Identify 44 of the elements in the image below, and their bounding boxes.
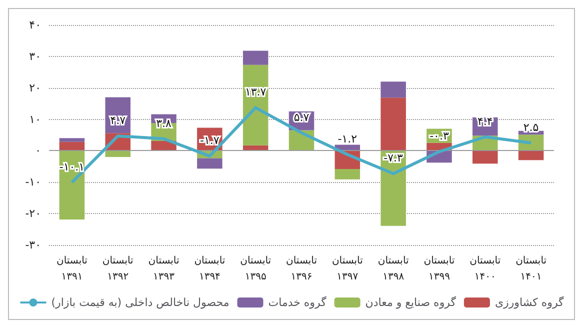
data-label: -۱۰.۱ (59, 160, 85, 174)
x-tick-label: تابستان ۱۴۰۱ (516, 256, 547, 282)
data-label: -۰.۳ (430, 130, 449, 143)
bar (518, 150, 544, 160)
bar (334, 168, 360, 180)
bar (59, 138, 85, 142)
x-tick-label: تابستان ۱۳۹۷ (332, 256, 364, 282)
bar (380, 98, 406, 151)
x-tick-label: تابستان ۱۳۹۲ (102, 256, 134, 282)
x-tick-label: تابستان ۱۳۹۸ (378, 256, 409, 282)
data-label: ۱۳.۷ (244, 86, 266, 99)
legend-label: گروه خدمات (268, 296, 328, 309)
data-label: ۳.۸ (156, 116, 172, 130)
y-tick-label: ۰ (35, 144, 41, 158)
x-tick-label: تابستان ۱۳۹۴ (194, 256, 226, 282)
data-label: -۱.۲ (338, 132, 358, 146)
bar (472, 150, 498, 164)
x-tick-label: تابستان ۱۳۹۱ (56, 256, 88, 282)
data-label: ۴.۷ (110, 114, 126, 127)
y-tick-label: ۲۰ (29, 81, 41, 94)
legend-label: محصول ناخالص داخلی (به قیمت بازار) (51, 296, 230, 309)
legend-label: گروه صنایع و معادن (365, 296, 457, 309)
bar (380, 82, 406, 98)
data-label: -۷.۳ (384, 152, 404, 165)
bar (59, 142, 85, 151)
y-tick-label: ۱۰ (29, 112, 41, 126)
x-tick-label: تابستان ۱۳۹۶ (286, 256, 318, 282)
bar (242, 50, 268, 65)
y-tick-label: -۱۰ (25, 176, 41, 189)
x-tick-label: تابستان ۱۴۰۰ (470, 256, 501, 282)
y-tick-label: ۳۰ (29, 50, 41, 63)
bar (197, 158, 222, 169)
data-label: -۱.۷ (200, 134, 220, 148)
bar (105, 150, 130, 157)
legend-label: گروه کشاورزی (494, 296, 565, 309)
x-tick-label: تابستان ۱۳۹۵ (240, 256, 272, 282)
data-label: ۴.۴ (477, 114, 493, 128)
x-tick-label: تابستان ۱۳۹۹ (424, 256, 455, 282)
y-tick-label: -۲۰ (25, 207, 41, 220)
data-label: ۵.۷ (294, 110, 310, 124)
y-tick-label: ۴۰ (29, 18, 41, 32)
data-label: ۲.۵ (523, 120, 539, 134)
x-tick-label: تابستان ۱۳۹۳ (148, 256, 180, 282)
y-tick-label: -۳۰ (25, 238, 41, 252)
